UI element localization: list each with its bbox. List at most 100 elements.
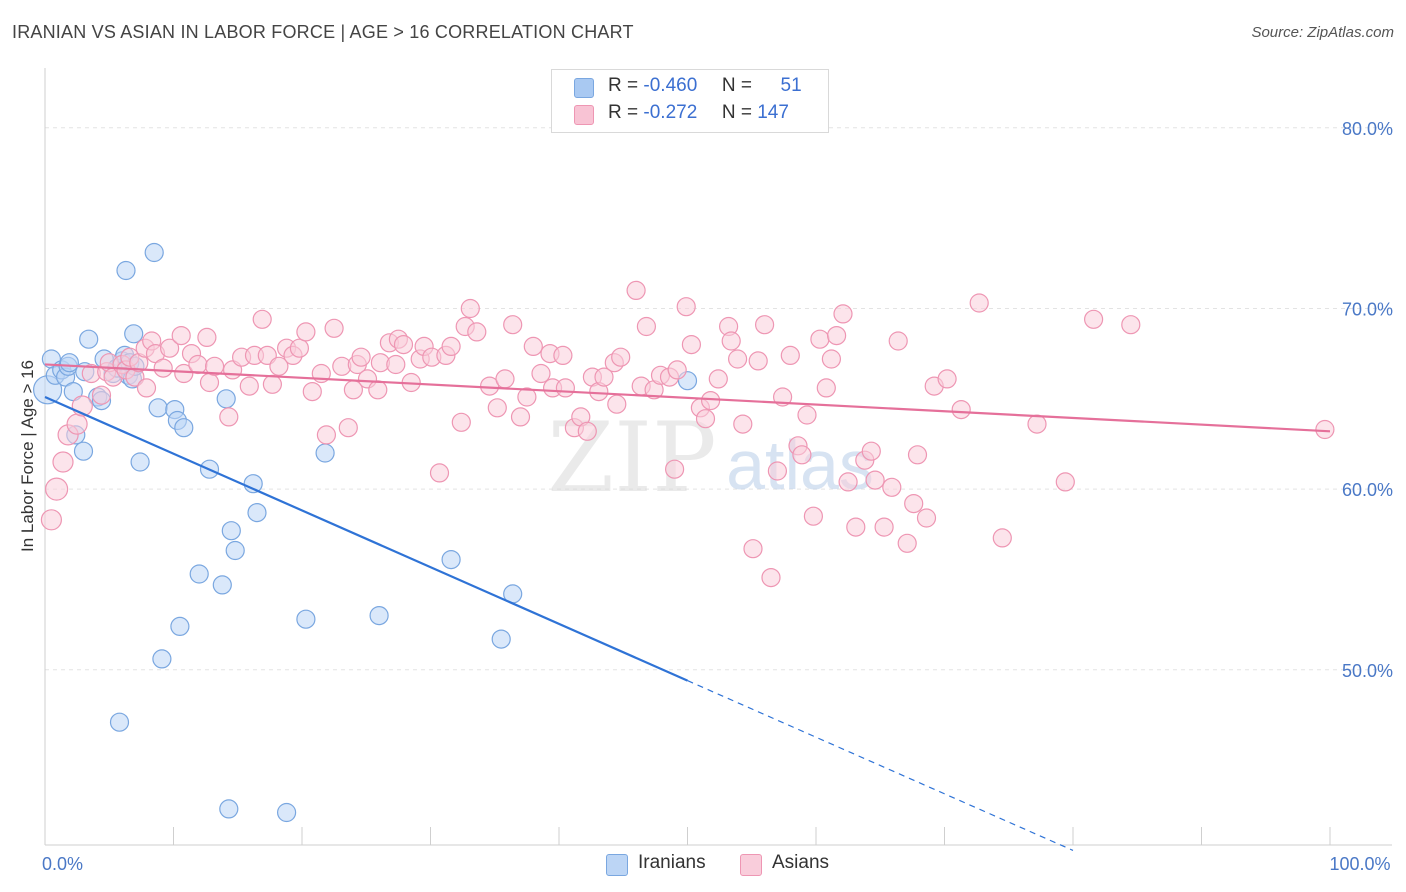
legend-n-value: 51 (780, 75, 802, 96)
data-point-asians (826, 326, 847, 346)
data-point-asians (803, 506, 824, 526)
legend-n-label: N = (721, 75, 752, 96)
bottom-legend-label-asians: Asians (772, 852, 830, 873)
data-point-asians (555, 378, 576, 398)
data-point-asians (188, 354, 208, 375)
data-point-asians (197, 327, 217, 347)
data-point-asians (821, 349, 842, 369)
data-point-asians (748, 351, 768, 371)
data-point-asians (969, 293, 989, 313)
data-point-asians (302, 382, 322, 402)
data-point-asians (510, 407, 531, 427)
axes (44, 68, 1392, 846)
data-point-asians (695, 409, 716, 429)
data-point-iranians (212, 575, 232, 595)
data-point-asians (523, 336, 543, 356)
data-point-asians (219, 407, 239, 427)
data-point-asians (838, 472, 858, 492)
data-point-asians (553, 345, 573, 365)
data-point-asians (338, 418, 358, 438)
data-point-asians (607, 394, 627, 414)
data-point-iranians (189, 564, 209, 584)
data-point-asians (754, 315, 775, 335)
data-point-iranians (73, 441, 94, 461)
data-point-asians (495, 369, 515, 389)
data-point-iranians (59, 353, 80, 373)
data-point-asians (174, 363, 194, 384)
data-point-asians (487, 398, 507, 418)
data-point-asians (888, 331, 908, 351)
bottom-legend-swatch-iranians (606, 854, 628, 876)
data-point-asians (626, 280, 646, 300)
data-point-asians (733, 414, 753, 434)
data-point-iranians (296, 609, 316, 629)
data-point-iranians (221, 521, 241, 541)
data-point-asians (393, 335, 414, 355)
data-point-asians (1121, 315, 1141, 335)
data-point-asians (52, 451, 74, 473)
data-point-asians (66, 413, 88, 435)
data-point-asians (916, 508, 937, 528)
y-tick-label: 80.0% (1342, 119, 1393, 139)
chart-title: IRANIAN VS ASIAN IN LABOR FORCE | AGE > … (12, 22, 634, 42)
y-axis-label: In Labor Force | Age > 16 (18, 360, 37, 552)
data-point-iranians (144, 242, 164, 263)
data-point-iranians (130, 452, 150, 472)
data-point-asians (252, 309, 272, 329)
data-point-asians (44, 477, 69, 501)
data-point-asians (882, 477, 902, 497)
data-point-asians (636, 316, 657, 337)
data-point-iranians (247, 502, 267, 523)
data-point-iranians (124, 324, 144, 344)
bottom-legend-label-iranians: Iranians (638, 852, 706, 873)
legend-r-label: R = (608, 75, 639, 96)
y-tick-label: 50.0% (1342, 661, 1393, 681)
data-point-asians (296, 322, 316, 342)
data-point-asians (40, 509, 63, 531)
data-point-asians (865, 470, 885, 490)
data-point-asians (451, 412, 471, 432)
data-point-asians (861, 441, 881, 461)
data-point-asians (721, 331, 741, 351)
data-point-asians (767, 461, 788, 481)
data-point-asians (1083, 309, 1104, 329)
legend-swatch-asians (574, 105, 594, 125)
trend-line-iranians (44, 395, 688, 682)
data-point-asians (664, 459, 685, 479)
data-point-iranians (277, 802, 297, 823)
source-label: Source: ZipAtlas.com (1251, 24, 1394, 41)
data-point-asians (429, 463, 450, 483)
legend-n-label: N = (721, 102, 752, 123)
series-iranians (32, 242, 698, 823)
data-point-iranians (79, 329, 99, 349)
data-point-asians (517, 387, 537, 407)
data-point-asians (874, 517, 894, 537)
trend-lines (44, 363, 1331, 851)
data-point-iranians (315, 443, 335, 463)
data-point-asians (667, 360, 687, 380)
data-point-asians (594, 367, 614, 387)
data-point-asians (1027, 414, 1047, 434)
data-point-asians (1055, 472, 1075, 492)
data-point-iranians (369, 605, 389, 626)
data-point-asians (937, 369, 957, 389)
stats-legend: R = -0.460 N = 51 R = -0.272 N = 147 (551, 69, 829, 133)
data-point-asians (846, 517, 866, 537)
data-point-asians (199, 372, 220, 393)
data-point-asians (700, 391, 721, 411)
data-point-asians (797, 405, 817, 425)
legend-r-label: R = (608, 102, 639, 123)
x-tick-labels: 0.0% 100.0% (42, 854, 1391, 874)
data-point-asians (708, 369, 728, 389)
data-point-iranians (170, 616, 190, 637)
legend-n-value: 147 (757, 102, 789, 123)
data-point-asians (460, 298, 480, 319)
legend-r-value: -0.272 (643, 102, 698, 123)
trend-line-asians (44, 363, 1331, 433)
data-point-asians (289, 338, 309, 358)
data-point-asians (269, 356, 289, 376)
data-point-asians (316, 425, 336, 445)
data-point-asians (792, 445, 812, 465)
data-point-asians (368, 380, 388, 400)
